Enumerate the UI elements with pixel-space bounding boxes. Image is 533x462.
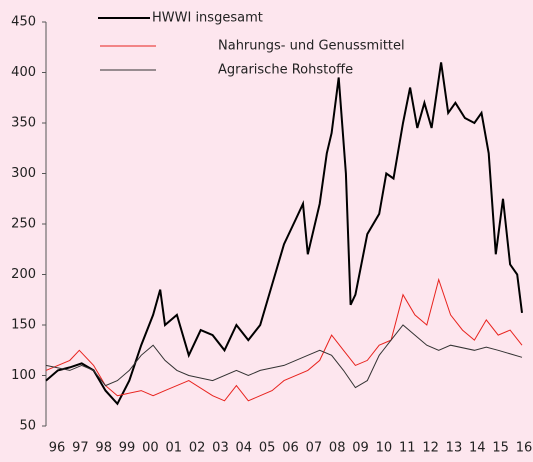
x-tick-label: 10 bbox=[376, 441, 393, 456]
x-tick-label: 08 bbox=[329, 441, 346, 456]
series-line bbox=[45, 324, 523, 389]
series-line bbox=[45, 62, 523, 406]
x-tick-label: 06 bbox=[282, 441, 299, 456]
x-tick-label: 98 bbox=[95, 441, 112, 456]
y-tick-label: 50 bbox=[19, 419, 36, 434]
x-tick-label: 99 bbox=[119, 441, 136, 456]
y-tick-label: 250 bbox=[11, 217, 36, 232]
x-tick-label: 11 bbox=[399, 441, 416, 456]
x-tick-label: 96 bbox=[49, 441, 66, 456]
series-line bbox=[45, 277, 523, 402]
x-tick-label: 14 bbox=[469, 441, 486, 456]
x-tick-label: 97 bbox=[72, 441, 89, 456]
x-tick-label: 05 bbox=[259, 441, 276, 456]
y-tick-label: 100 bbox=[11, 368, 36, 383]
y-tick-label: 400 bbox=[11, 65, 36, 80]
legend-label: Nahrungs- und Genussmittel bbox=[218, 39, 405, 54]
x-tick-label: 15 bbox=[492, 441, 509, 456]
x-tick-label: 07 bbox=[306, 441, 323, 456]
x-tick-label: 02 bbox=[189, 441, 206, 456]
y-tick-label: 350 bbox=[11, 116, 36, 131]
legend-label: HWWI insgesamt bbox=[152, 11, 263, 26]
x-tick-label: 00 bbox=[142, 441, 159, 456]
x-tick-label: 13 bbox=[446, 441, 463, 456]
y-tick-label: 300 bbox=[11, 166, 36, 181]
x-tick-label: 09 bbox=[352, 441, 369, 456]
y-tick-label: 200 bbox=[11, 267, 36, 282]
x-tick-label: 01 bbox=[165, 441, 182, 456]
y-tick-label: 450 bbox=[11, 15, 36, 30]
legend-label: Agrarische Rohstoffe bbox=[218, 63, 353, 78]
x-tick-label: 03 bbox=[212, 441, 229, 456]
x-tick-label: 12 bbox=[422, 441, 439, 456]
x-tick-label: 04 bbox=[236, 441, 253, 456]
x-tick-label: 16 bbox=[516, 441, 533, 456]
y-tick-label: 150 bbox=[11, 318, 36, 333]
